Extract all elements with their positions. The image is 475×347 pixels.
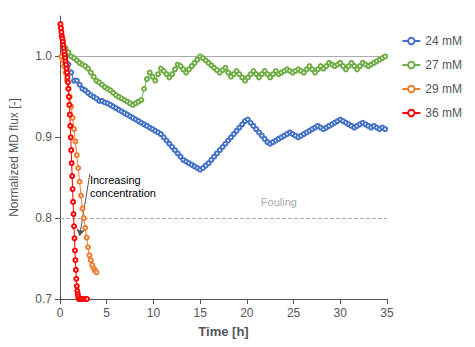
svg-text:20: 20	[240, 306, 254, 320]
svg-text:15: 15	[193, 306, 207, 320]
svg-text:24 mM: 24 mM	[425, 34, 462, 48]
svg-text:27 mM: 27 mM	[425, 58, 462, 72]
svg-text:30: 30	[334, 306, 348, 320]
svg-text:0.9: 0.9	[35, 130, 52, 144]
svg-text:Increasing: Increasing	[90, 174, 141, 186]
svg-text:36 mM: 36 mM	[425, 106, 462, 120]
svg-text:Time [h]: Time [h]	[198, 324, 248, 339]
svg-text:0.7: 0.7	[35, 292, 52, 306]
svg-text:10: 10	[147, 306, 161, 320]
svg-text:35: 35	[380, 306, 394, 320]
svg-text:Fouling: Fouling	[261, 196, 297, 208]
svg-text:0: 0	[57, 306, 64, 320]
svg-text:concentration: concentration	[90, 187, 156, 199]
svg-text:25: 25	[287, 306, 301, 320]
svg-text:5: 5	[103, 306, 110, 320]
svg-text:0.8: 0.8	[35, 211, 52, 225]
svg-text:29 mM: 29 mM	[425, 82, 462, 96]
svg-text:1.0: 1.0	[35, 49, 52, 63]
svg-text:Normalized MD flux [-]: Normalized MD flux [-]	[7, 98, 21, 217]
